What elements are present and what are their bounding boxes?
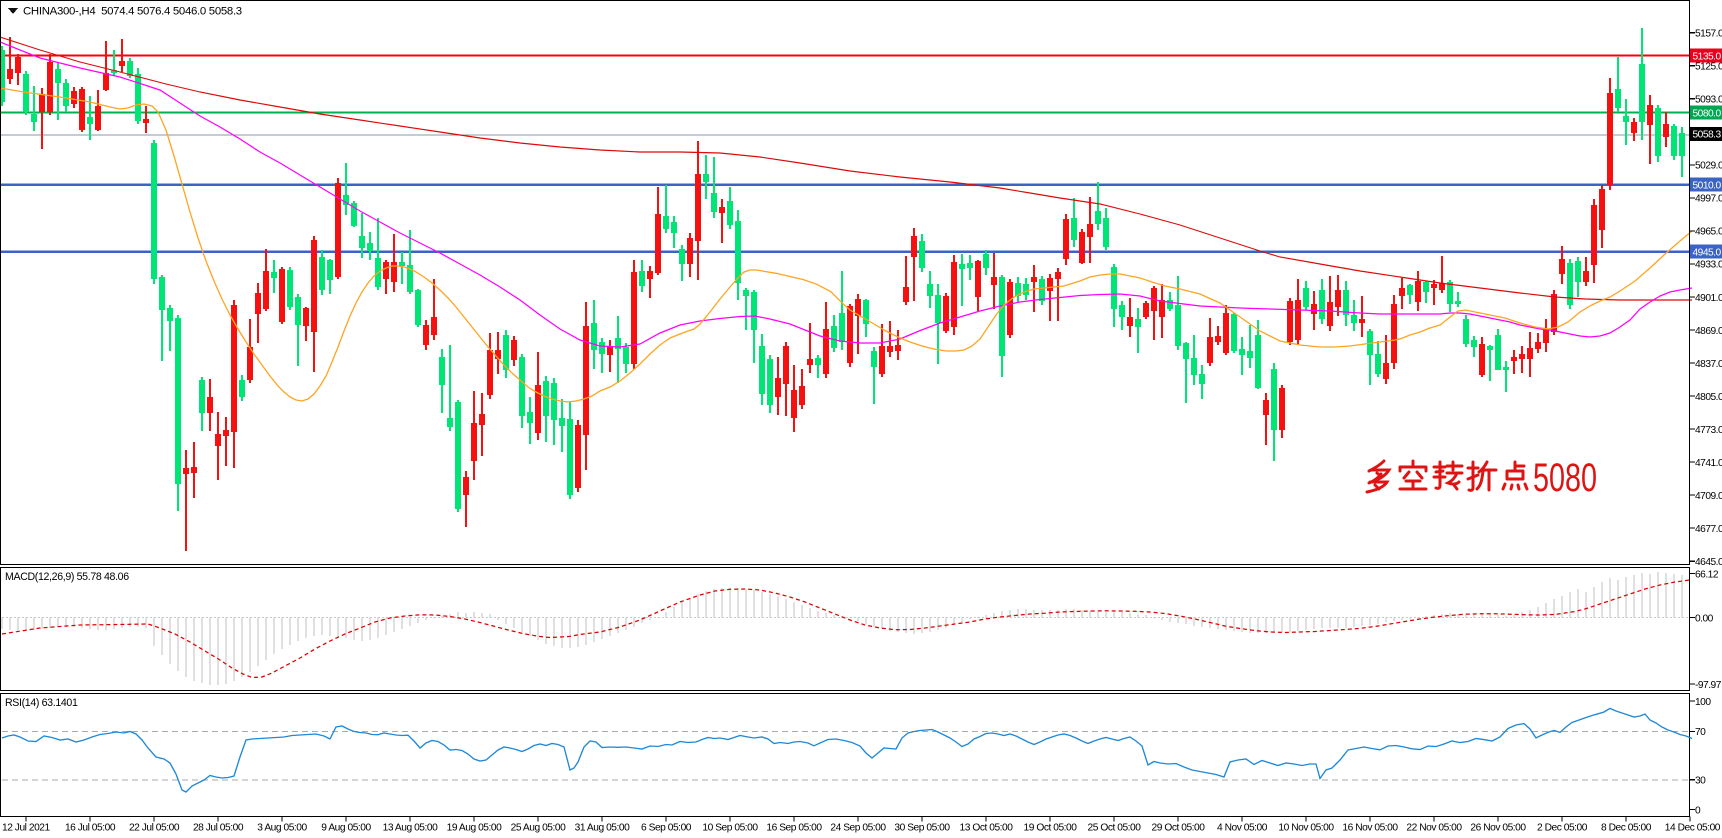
svg-text:4 Nov 05:00: 4 Nov 05:00 xyxy=(1217,823,1268,834)
svg-text:4901.0: 4901.0 xyxy=(1695,293,1722,304)
svg-text:10 Sep 05:00: 10 Sep 05:00 xyxy=(702,823,758,834)
svg-text:MACD(12,26,9) 55.78 48.06: MACD(12,26,9) 55.78 48.06 xyxy=(5,571,129,583)
svg-text:4805.0: 4805.0 xyxy=(1695,392,1722,403)
svg-text:4677.0: 4677.0 xyxy=(1695,524,1722,535)
svg-text:4773.0: 4773.0 xyxy=(1695,425,1722,436)
svg-text:25 Aug 05:00: 25 Aug 05:00 xyxy=(511,823,566,834)
svg-text:4869.0: 4869.0 xyxy=(1695,326,1722,337)
svg-text:4965.0: 4965.0 xyxy=(1695,227,1722,238)
svg-text:4933.0: 4933.0 xyxy=(1695,260,1722,271)
svg-text:5093.0: 5093.0 xyxy=(1695,95,1722,106)
svg-text:26 Nov 05:00: 26 Nov 05:00 xyxy=(1470,823,1526,834)
svg-text:5125.0: 5125.0 xyxy=(1695,62,1722,73)
svg-text:4709.0: 4709.0 xyxy=(1695,491,1722,502)
svg-text:24 Sep 05:00: 24 Sep 05:00 xyxy=(830,823,886,834)
svg-text:4741.0: 4741.0 xyxy=(1695,458,1722,469)
svg-text:5157.0: 5157.0 xyxy=(1695,29,1722,40)
svg-text:28 Jul 05:00: 28 Jul 05:00 xyxy=(193,823,244,834)
svg-text:-97.97: -97.97 xyxy=(1695,680,1722,691)
svg-text:5135.0: 5135.0 xyxy=(1693,51,1722,62)
svg-text:8 Dec 05:00: 8 Dec 05:00 xyxy=(1601,823,1652,834)
svg-text:10 Nov 05:00: 10 Nov 05:00 xyxy=(1278,823,1334,834)
svg-text:9 Aug 05:00: 9 Aug 05:00 xyxy=(321,823,371,834)
svg-text:2 Dec 05:00: 2 Dec 05:00 xyxy=(1537,823,1588,834)
svg-text:14 Dec 05:00: 14 Dec 05:00 xyxy=(1665,823,1721,834)
svg-text:6 Sep 05:00: 6 Sep 05:00 xyxy=(641,823,692,834)
svg-text:5080: 5080 xyxy=(1533,455,1597,500)
svg-text:5058.3: 5058.3 xyxy=(1693,130,1722,141)
svg-text:30: 30 xyxy=(1695,776,1706,787)
svg-text:4645.0: 4645.0 xyxy=(1695,557,1722,568)
svg-text:13 Aug 05:00: 13 Aug 05:00 xyxy=(383,823,438,834)
svg-text:12 Jul 2021: 12 Jul 2021 xyxy=(2,823,51,834)
svg-text:5010.0: 5010.0 xyxy=(1693,180,1722,191)
svg-text:66.12: 66.12 xyxy=(1695,569,1719,580)
svg-text:5080.0: 5080.0 xyxy=(1693,108,1722,119)
svg-text:30 Sep 05:00: 30 Sep 05:00 xyxy=(894,823,950,834)
svg-text:19 Aug 05:00: 19 Aug 05:00 xyxy=(447,823,502,834)
svg-text:16 Sep 05:00: 16 Sep 05:00 xyxy=(766,823,822,834)
svg-text:31 Aug 05:00: 31 Aug 05:00 xyxy=(575,823,630,834)
svg-text:0: 0 xyxy=(1695,805,1701,816)
svg-text:70: 70 xyxy=(1695,727,1706,738)
svg-text:22 Jul 05:00: 22 Jul 05:00 xyxy=(129,823,180,834)
svg-text:29 Oct 05:00: 29 Oct 05:00 xyxy=(1152,823,1206,834)
svg-text:4837.0: 4837.0 xyxy=(1695,359,1722,370)
svg-text:RSI(14) 63.1401: RSI(14) 63.1401 xyxy=(5,697,78,709)
svg-text:16 Jul 05:00: 16 Jul 05:00 xyxy=(65,823,116,834)
svg-text:4945.0: 4945.0 xyxy=(1693,247,1722,258)
svg-text:25 Oct 05:00: 25 Oct 05:00 xyxy=(1088,823,1142,834)
svg-text:0.00: 0.00 xyxy=(1695,613,1714,624)
svg-text:16 Nov 05:00: 16 Nov 05:00 xyxy=(1342,823,1398,834)
svg-text:13 Oct 05:00: 13 Oct 05:00 xyxy=(960,823,1014,834)
svg-text:22 Nov 05:00: 22 Nov 05:00 xyxy=(1406,823,1462,834)
svg-text:100: 100 xyxy=(1695,697,1711,708)
svg-text:5029.0: 5029.0 xyxy=(1695,161,1722,172)
svg-text:4997.0: 4997.0 xyxy=(1695,194,1722,205)
svg-text:3 Aug 05:00: 3 Aug 05:00 xyxy=(257,823,307,834)
svg-text:19 Oct 05:00: 19 Oct 05:00 xyxy=(1024,823,1078,834)
svg-text:CHINA300-,H4 5074.4 5076.4 50: CHINA300-,H4 5074.4 5076.4 5046.0 5058.3 xyxy=(23,6,242,18)
